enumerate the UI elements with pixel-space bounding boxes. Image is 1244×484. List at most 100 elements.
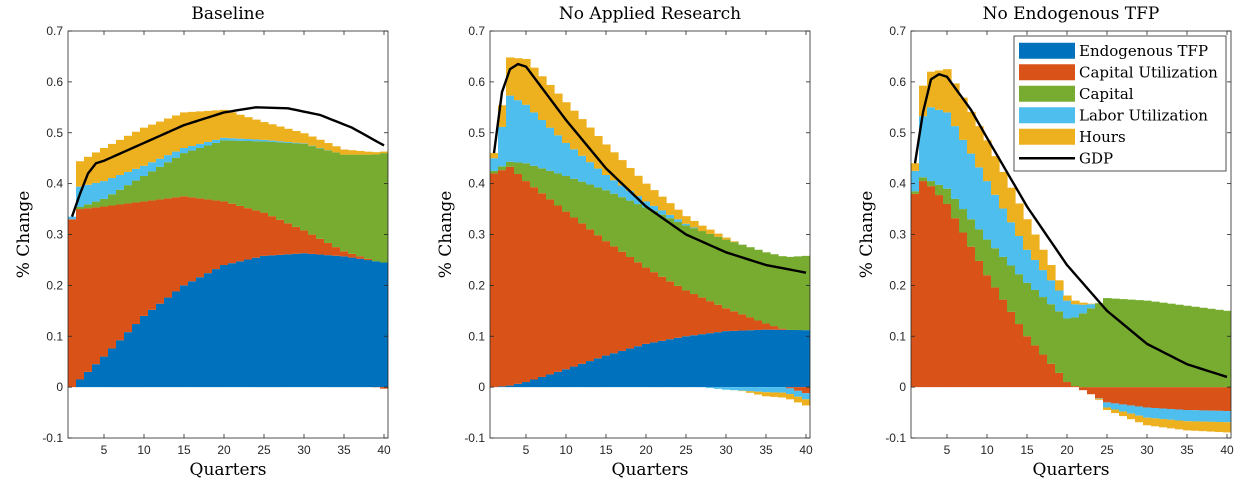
- bar-hours-q21: [228, 112, 237, 139]
- bar-capital-utilization-q24: [1095, 387, 1104, 399]
- y-tick-label: -0.1: [42, 431, 63, 445]
- y-tick-label: 0: [899, 380, 906, 394]
- legend-label-capital-utilization: Capital Utilization: [1079, 63, 1218, 81]
- bar-capital-utilization-q17: [196, 198, 205, 278]
- bar-capital-q32: [316, 148, 325, 239]
- bar-labor-utilization-q20: [642, 201, 651, 208]
- bar-capital-q20: [220, 140, 229, 202]
- bar-hours-q25: [1103, 407, 1112, 411]
- bar-hours-q10: [983, 140, 992, 182]
- bar-hours-q14: [1015, 203, 1024, 237]
- bar-labor-utilization-q35: [762, 387, 771, 393]
- bar-hours-q24: [252, 119, 261, 140]
- bar-capital-utilization-q29: [1135, 387, 1144, 407]
- bar-capital-q34: [754, 249, 763, 321]
- chart-title: Baseline: [191, 4, 264, 24]
- bar-hours-q6: [530, 67, 539, 113]
- bar-labor-utilization-q1: [490, 158, 499, 171]
- bar-endogenous-tfp-q18: [626, 348, 635, 388]
- y-tick-label: 0: [478, 380, 485, 394]
- bar-labor-utilization-q11: [148, 162, 157, 172]
- bar-hours-q16: [188, 111, 197, 146]
- bar-labor-utilization-q12: [578, 155, 587, 182]
- bar-capital-utilization-q19: [212, 200, 221, 270]
- bar-labor-utilization-q3: [84, 184, 93, 205]
- bar-endogenous-tfp-q31: [308, 253, 317, 388]
- bar-hours-q30: [722, 237, 731, 240]
- bar-capital-utilization-q34: [1175, 387, 1184, 410]
- bar-capital-q12: [999, 256, 1008, 300]
- bar-endogenous-tfp-q21: [650, 342, 659, 388]
- x-axis-label: Quarters: [1033, 460, 1110, 480]
- bar-hours-q4: [92, 152, 101, 183]
- bar-endogenous-tfp-q14: [172, 291, 181, 388]
- bar-labor-utilization-q23: [244, 139, 253, 141]
- bar-hours-q13: [1007, 187, 1016, 223]
- bar-endogenous-tfp-q8: [546, 374, 555, 388]
- bar-endogenous-tfp-q35: [762, 329, 771, 388]
- bar-hours-q15: [180, 112, 189, 149]
- bar-hours-q33: [1167, 419, 1176, 429]
- bar-capital-utilization-q31: [308, 234, 317, 254]
- bar-endogenous-tfp-q28: [706, 333, 715, 388]
- bar-capital-q28: [284, 142, 293, 224]
- bar-endogenous-tfp-q40: [802, 330, 810, 388]
- bar-capital-utilization-q15: [1023, 336, 1032, 388]
- bar-capital-q34: [1175, 304, 1184, 388]
- legend-swatch-hours: [1019, 128, 1075, 145]
- bar-capital-utilization-q8: [546, 199, 555, 375]
- bar-hours-q8: [967, 111, 976, 154]
- bar-endogenous-tfp-q19: [634, 346, 643, 388]
- bar-capital-q32: [1159, 302, 1168, 388]
- bar-capital-utilization-q14: [172, 197, 181, 292]
- bar-capital-q32: [738, 244, 747, 315]
- bar-capital-q22: [236, 140, 245, 206]
- bar-hours-q14: [172, 115, 181, 152]
- bar-hours-q36: [348, 150, 357, 155]
- bar-endogenous-tfp-q39: [794, 330, 803, 388]
- bar-labor-utilization-q6: [951, 126, 960, 199]
- bar-hours-q26: [1111, 409, 1120, 414]
- bar-capital-q21: [650, 211, 659, 273]
- bar-labor-utilization-q2: [76, 186, 85, 208]
- bar-hours-q16: [1031, 234, 1040, 260]
- bar-capital-utilization-q3: [84, 208, 93, 372]
- bar-capital-q16: [188, 150, 197, 198]
- bar-capital-q2: [919, 177, 928, 182]
- bar-hours-q2: [919, 85, 928, 117]
- bar-capital-q19: [1055, 311, 1064, 373]
- bar-capital-utilization-q24: [252, 210, 261, 258]
- bar-capital-utilization-q9: [132, 202, 141, 325]
- bar-capital-utilization-q4: [92, 207, 101, 365]
- bar-labor-utilization-q21: [228, 138, 237, 141]
- bar-labor-utilization-q37: [1199, 410, 1208, 422]
- bar-labor-utilization-q9: [132, 168, 141, 181]
- bar-labor-utilization-q16: [1031, 259, 1040, 290]
- bar-endogenous-tfp-q20: [642, 343, 651, 388]
- bar-capital-utilization-q35: [1183, 387, 1192, 411]
- bar-capital-utilization-q14: [1015, 324, 1024, 388]
- bar-capital-q35: [1183, 305, 1192, 388]
- legend-swatch-labor-utilization: [1019, 107, 1075, 124]
- bar-capital-q17: [1039, 297, 1048, 355]
- bar-labor-utilization-q9: [554, 135, 563, 174]
- bar-capital-utilization-q20: [1063, 382, 1072, 388]
- bar-hours-q19: [634, 175, 643, 197]
- bar-hours-q1: [490, 153, 499, 159]
- bar-endogenous-tfp-q25: [260, 255, 269, 388]
- bar-hours-q20: [220, 109, 229, 138]
- y-tick-label: -0.1: [885, 431, 906, 445]
- bar-labor-utilization-q7: [959, 139, 968, 210]
- bar-labor-utilization-q17: [1039, 270, 1048, 298]
- bar-labor-utilization-q4: [935, 109, 944, 185]
- bar-labor-utilization-q34: [1175, 409, 1184, 421]
- bar-capital-q39: [794, 256, 803, 331]
- bar-labor-utilization-q2: [498, 126, 507, 167]
- x-tick-label: 25: [1100, 443, 1114, 457]
- x-axis-label: Quarters: [190, 460, 267, 480]
- bar-capital-q2: [76, 207, 85, 210]
- bar-capital-q27: [1119, 299, 1128, 388]
- bar-capital-q34: [332, 152, 341, 248]
- bar-labor-utilization-q22: [658, 210, 667, 215]
- bar-labor-utilization-q8: [546, 127, 555, 171]
